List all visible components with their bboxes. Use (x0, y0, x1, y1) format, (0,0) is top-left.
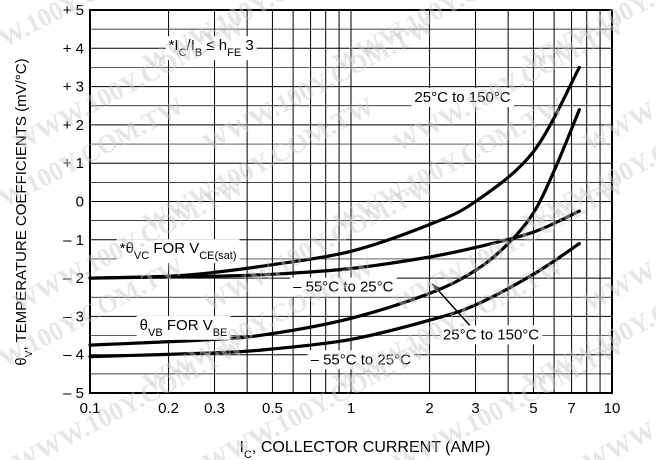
y-axis-label: θV, TEMPERATURE COEFFICIENTS (mV/°C) (13, 58, 35, 365)
tick-labels: 0.1 0.2 0.3 0.5 1 2 3 5 7 10 + 5 + 4 + 3 + 2 + 1 0 – 1 – … (63, 2, 621, 417)
curve-label-2: 25°C to 150°C (414, 89, 510, 106)
x-tick-label: 2 (425, 400, 433, 417)
x-axis-label: IC, COLLECTOR CURRENT (AMP) (240, 439, 491, 460)
curve-label-4: – 55°C to 25°C (293, 279, 394, 296)
pointer-arrow-line (431, 283, 477, 333)
label-background (136, 315, 231, 340)
label-background (165, 36, 257, 61)
x-tick-label: 0.3 (204, 400, 225, 417)
series-line-4 (88, 242, 581, 359)
label-background (307, 350, 415, 370)
x-tick-label: 0.2 (158, 400, 179, 417)
x-tick-label: 0.1 (80, 400, 101, 417)
curve-label-6: 25°C to 150°C (443, 326, 539, 343)
curves (88, 65, 581, 359)
y-tick-label: + 2 (63, 117, 84, 134)
y-tick-label: + 4 (63, 40, 84, 57)
y-tick-label: + 1 (63, 155, 84, 172)
x-tick-label: 3 (471, 400, 479, 417)
label-background (411, 87, 514, 107)
curve-label-3: *θVC FOR VCE(sat) (120, 240, 237, 262)
label-background (439, 325, 543, 345)
curve-label-1: *IC/IB ≤ hFE 3 (169, 37, 254, 59)
label-background (290, 277, 397, 297)
x-tick-label: 1 (347, 400, 355, 417)
x-tick-label: 0.5 (262, 400, 283, 417)
series-line-3 (88, 108, 581, 347)
pointer-arrow-head (432, 283, 442, 294)
y-tick-label: – 5 (63, 385, 84, 402)
plot-frame (89, 9, 613, 394)
label-background (116, 239, 240, 264)
y-tick-label: – 3 (63, 308, 84, 325)
y-tick-label: 0 (76, 194, 84, 211)
x-tick-label: 5 (529, 400, 537, 417)
y-tick-label: – 2 (63, 270, 84, 287)
series-line-2 (88, 209, 581, 280)
y-tick-label: – 4 (63, 347, 84, 364)
curve-label-5: θVB FOR VBE (140, 317, 228, 339)
x-tick-label: 7 (567, 400, 575, 417)
y-tick-label: + 5 (63, 2, 84, 19)
annotations: *IC/IB ≤ hFE 3 25°C to 150°C *θVC FOR VCE(… (116, 36, 543, 370)
y-tick-label: + 3 (63, 79, 84, 96)
curve-label-7: – 55°C to 25°C (311, 351, 412, 368)
y-tick-label: – 1 (63, 232, 84, 249)
x-tick-label: 10 (604, 400, 621, 417)
